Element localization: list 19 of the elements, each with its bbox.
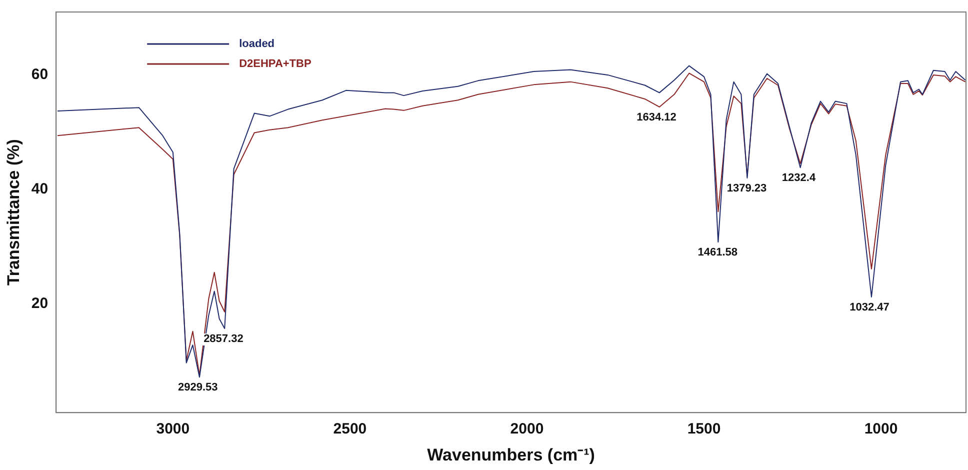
annotation: 1032.47	[850, 302, 890, 314]
text: loaded	[239, 38, 275, 50]
x-tick-label: 1500	[687, 420, 721, 438]
annotation: 2929.53	[178, 382, 218, 394]
annotation: 2857.32	[204, 333, 244, 346]
x-tick-label: 2500	[333, 420, 367, 438]
text: D2EHPA+TBP	[239, 58, 312, 70]
x-tick-label: 2000	[510, 420, 544, 438]
x-tick-label: 1000	[864, 420, 898, 438]
y-tick-label: 20	[31, 295, 48, 312]
y-tick-label: 40	[31, 180, 48, 198]
y-axis-title: Transmittance (%)	[4, 139, 23, 286]
x-tick-label: 3000	[156, 420, 190, 438]
annotation: 1232.4	[782, 172, 816, 184]
annotation: 1461.58	[698, 246, 738, 259]
annotation: 1379.23	[726, 182, 767, 194]
x-axis-title: Wavenumbers (cm⁻¹)	[427, 445, 595, 464]
y-tick-label: 60	[31, 66, 48, 84]
annotation: 1634.12	[636, 112, 676, 124]
